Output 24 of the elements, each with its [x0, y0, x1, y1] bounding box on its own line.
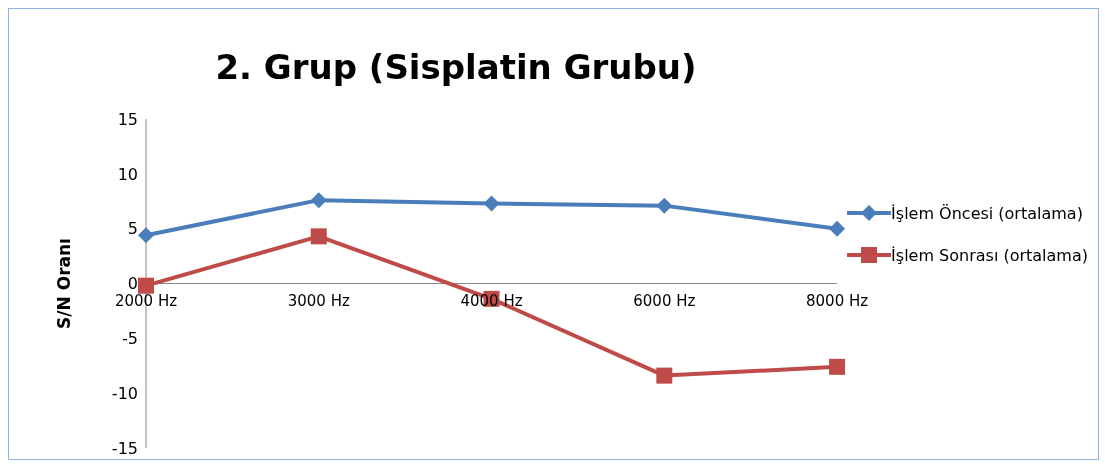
point: [829, 358, 846, 375]
y-tick-label: 0: [127, 274, 138, 294]
x-tick-label: 3000 Hz: [287, 292, 350, 310]
y-tick-label: -15: [111, 438, 138, 458]
point: [310, 228, 327, 245]
point: [138, 227, 154, 244]
point: [829, 220, 846, 237]
legend-label: İşlem Sonrası (ortalama): [891, 245, 1088, 265]
x-tick-label: 2000 Hz: [114, 292, 178, 310]
y-axis-title: S/N Oranı: [54, 238, 75, 329]
y-tick-label: -10: [111, 383, 138, 403]
point: [483, 195, 500, 212]
point: [656, 197, 673, 214]
y-tick-label: -5: [122, 329, 138, 349]
legend-label: İşlem Öncesi (ortalama): [891, 203, 1083, 223]
point: [656, 367, 673, 384]
y-tick-label: 10: [117, 164, 138, 184]
y-tick-label: 5: [127, 219, 138, 239]
x-tick-label: 8000 Hz: [806, 292, 869, 310]
x-tick-label: 6000 Hz: [633, 292, 696, 310]
y-tick-label: 15: [117, 109, 138, 129]
point: [310, 192, 327, 209]
point: [138, 277, 154, 294]
chart-title: 2. Grup (Sisplatin Grubu): [215, 47, 697, 87]
